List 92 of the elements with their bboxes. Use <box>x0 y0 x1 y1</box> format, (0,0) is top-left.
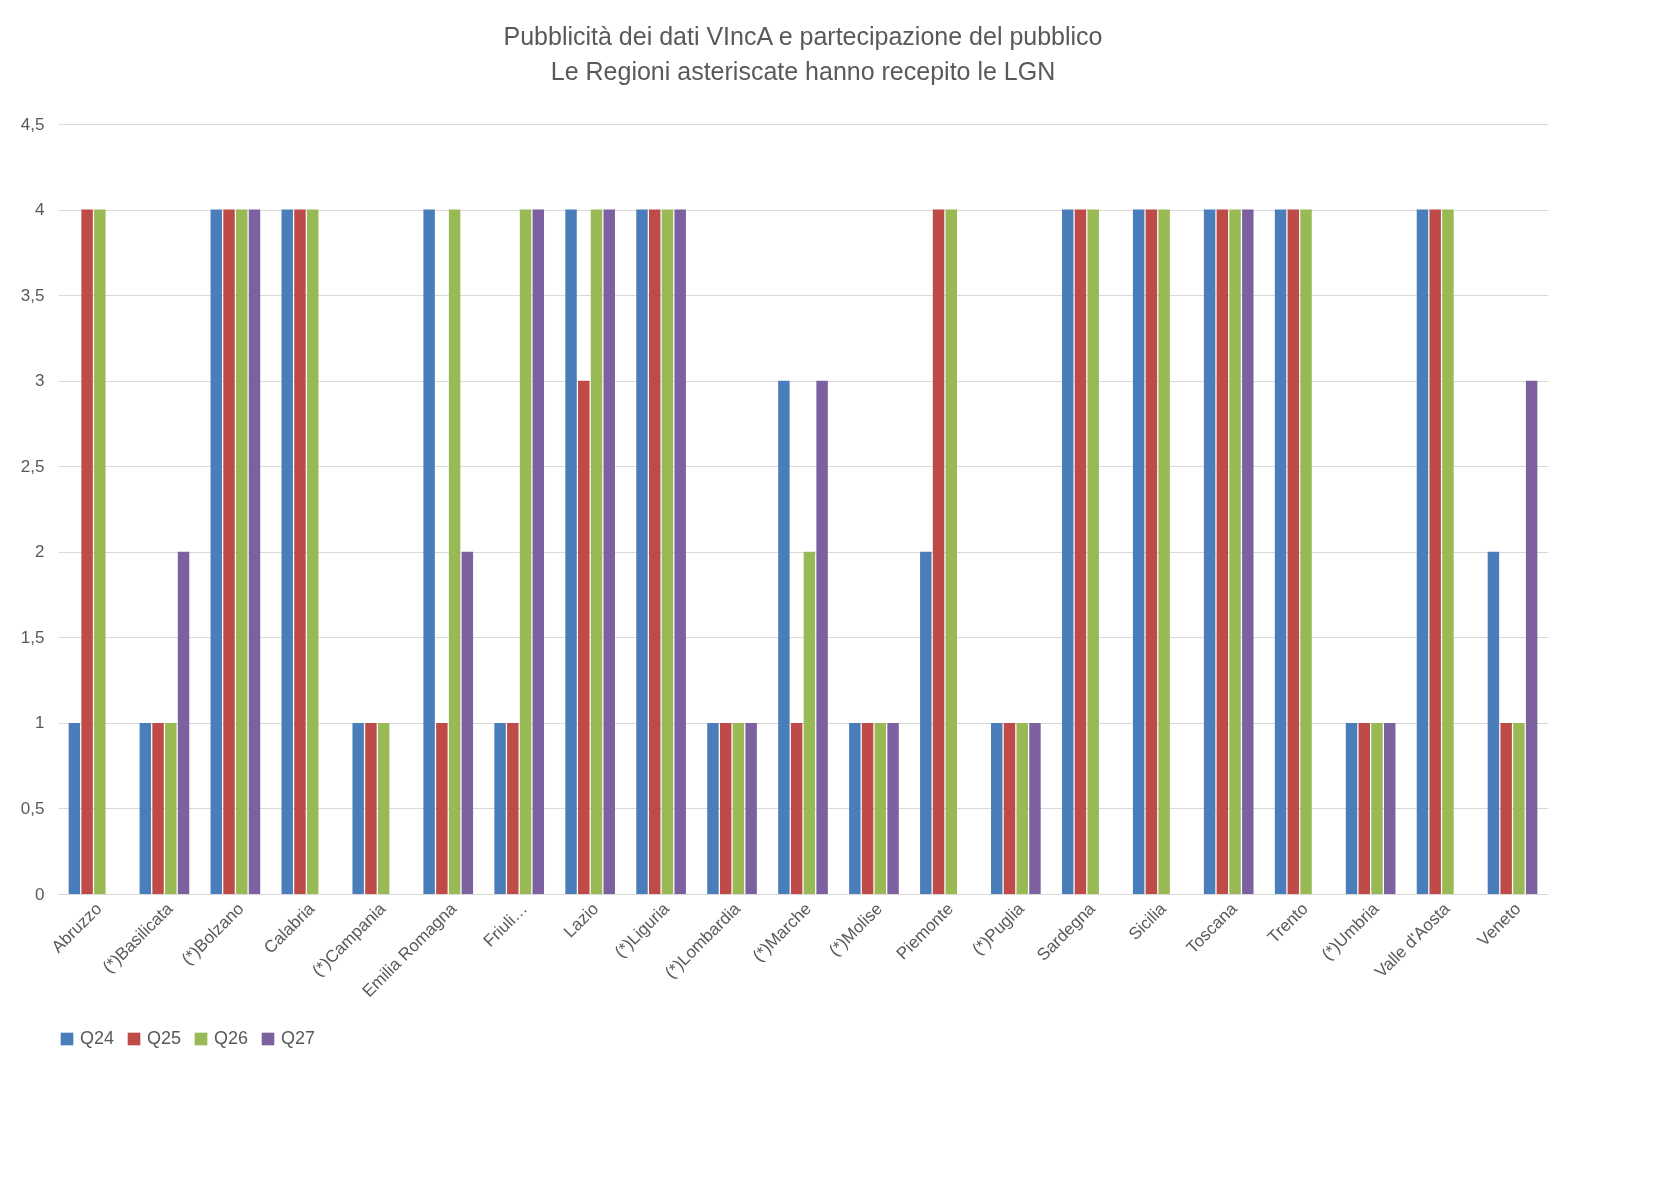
bar <box>1416 209 1429 894</box>
bar <box>352 722 364 894</box>
bar <box>1274 209 1287 894</box>
bar <box>590 209 603 894</box>
bar <box>177 551 190 894</box>
y-tick-label: 2 <box>35 542 45 562</box>
bar <box>81 209 93 894</box>
y-tick-label: 2,5 <box>20 456 45 476</box>
bar <box>945 209 957 894</box>
bar <box>68 722 81 894</box>
bar <box>248 209 261 894</box>
bar <box>1487 551 1500 894</box>
bar <box>920 551 932 894</box>
bar <box>1525 380 1538 894</box>
bar <box>603 209 615 894</box>
y-tick-label: 1,5 <box>20 627 45 647</box>
y-tick-label: 1 <box>35 713 45 733</box>
bar <box>281 209 293 894</box>
bar <box>1145 209 1158 894</box>
bar <box>1345 722 1358 894</box>
bar <box>674 209 686 894</box>
bar <box>365 722 377 894</box>
bar <box>494 722 506 894</box>
y-tick-label: 4 <box>35 200 45 220</box>
bar <box>1016 722 1028 894</box>
bar <box>1383 722 1396 894</box>
bar <box>532 209 545 894</box>
bar <box>1300 209 1312 894</box>
bar <box>306 209 319 894</box>
bar <box>1358 722 1370 894</box>
bar <box>719 722 732 894</box>
y-tick-label: 4,5 <box>20 114 45 134</box>
bar <box>707 722 719 894</box>
y-tick-label: 3,5 <box>20 285 45 305</box>
bar <box>139 722 152 894</box>
bar <box>778 380 790 894</box>
bar <box>745 722 757 894</box>
bar <box>223 209 235 894</box>
bar <box>1513 722 1525 894</box>
bar <box>294 209 306 894</box>
bar <box>1158 209 1170 894</box>
bar <box>1074 209 1087 894</box>
bar <box>1287 209 1300 894</box>
bar <box>377 722 390 894</box>
bar <box>448 209 461 894</box>
bar <box>991 722 1003 894</box>
bar <box>1242 209 1254 894</box>
bar <box>803 551 816 894</box>
bar <box>1216 209 1229 894</box>
bar <box>1003 722 1016 894</box>
bar <box>1442 209 1454 894</box>
y-tick-label: 0,5 <box>20 798 45 818</box>
y-tick-label: 0 <box>35 884 45 904</box>
y-tick-label: 3 <box>35 371 45 391</box>
bar <box>661 209 674 894</box>
bar <box>1203 209 1216 894</box>
bar <box>461 551 474 894</box>
bar <box>649 209 661 894</box>
bar <box>152 722 164 894</box>
bar <box>1371 722 1383 894</box>
legend-label: Q25 <box>147 1028 182 1048</box>
legend-label: Q27 <box>281 1028 316 1048</box>
bar <box>790 722 803 894</box>
bar <box>94 209 106 894</box>
chart-title: Pubblicità dei dati VIncA e partecipazione del pubblico <box>503 22 1103 50</box>
legend-label: Q26 <box>214 1028 249 1048</box>
bar <box>1132 209 1145 894</box>
bar <box>816 380 828 894</box>
bar <box>507 722 519 894</box>
bar <box>1229 209 1241 894</box>
bar <box>565 209 577 894</box>
chart-subtitle: Le Regioni asteriscate hanno recepito le LGN <box>550 57 1056 85</box>
bar <box>1500 722 1512 894</box>
bar <box>165 722 177 894</box>
legend-label: Q24 <box>80 1028 115 1048</box>
bar <box>1029 722 1041 894</box>
bar <box>932 209 945 894</box>
bar <box>874 722 887 894</box>
bar <box>1087 209 1099 894</box>
bar <box>732 722 745 894</box>
bar <box>210 209 223 894</box>
bar <box>423 209 435 894</box>
bar <box>636 209 648 894</box>
bar <box>519 209 532 894</box>
bar <box>578 380 590 894</box>
bar <box>849 722 861 894</box>
bar <box>436 722 448 894</box>
bar <box>1061 209 1074 894</box>
bar <box>861 722 874 894</box>
bar <box>887 722 899 894</box>
bar <box>236 209 248 894</box>
bar <box>1429 209 1441 894</box>
